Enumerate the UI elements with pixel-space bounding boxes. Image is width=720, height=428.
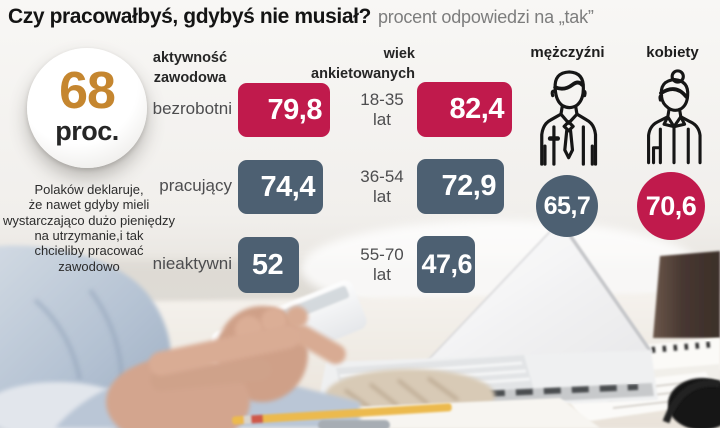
- overall-stat-badge: 68 proc.: [27, 48, 147, 168]
- photo-thumb: [292, 325, 346, 365]
- bar-value: 74,4: [260, 170, 316, 203]
- bar-label-nieaktywni: nieaktywni: [152, 254, 232, 273]
- overall-stat-unit: proc.: [55, 115, 119, 146]
- bar-label-bezrobotni: bezrobotni: [152, 99, 232, 118]
- photo-sleeve-folds: [33, 288, 125, 381]
- header: Czy pracowałbyś, gdybyś nie musiał? proce…: [8, 5, 594, 29]
- photo-finger: [150, 358, 272, 392]
- photo-laptop-lid-edge: [558, 220, 653, 353]
- women-value: 70,6: [645, 190, 697, 221]
- column-header-age: wiek ankietowanych: [311, 46, 415, 82]
- bar-nieaktywni: 52: [238, 237, 299, 293]
- gender-header-women: kobiety: [646, 44, 699, 61]
- woman-icon: [647, 69, 702, 165]
- bar-label-55-70: 55-70 lat: [360, 245, 404, 284]
- bar-value: 47,6: [421, 249, 472, 279]
- bar-18-35: 82,4: [417, 82, 512, 137]
- man-icon: [540, 70, 598, 166]
- page-subtitle: procent odpowiedzi na „tak”: [377, 7, 594, 27]
- bar-label-36-54: 36-54 lat: [360, 167, 404, 206]
- women-value-badge: 70,6: [637, 172, 705, 240]
- photo-pencil-yellow: [232, 403, 452, 425]
- men-value-badge: 65,7: [536, 175, 598, 237]
- bar-value: 52: [251, 248, 284, 281]
- photo-coffee-cup: [653, 251, 720, 338]
- bar-36-54: 72,9: [417, 159, 504, 214]
- photo-knuckle: [286, 306, 308, 328]
- bar-label-pracujacy: pracujący: [159, 176, 232, 195]
- bar-55-70: 47,6: [417, 236, 475, 293]
- overall-stat-description: Polaków deklaruje, że nawet gdyby mieli …: [3, 182, 175, 274]
- photo-knit-texture: [344, 376, 459, 410]
- gender-header-men: mężczyźni: [530, 44, 605, 61]
- page-title: Czy pracowałbyś, gdybyś nie musiał?: [8, 5, 371, 28]
- bar-value: 72,9: [441, 170, 497, 202]
- photo-headphones-band: [662, 379, 720, 424]
- photo-headphones: [668, 378, 720, 428]
- photo-index-finger: [149, 324, 301, 376]
- photo-desk-object: [318, 420, 390, 428]
- bar-value: 82,4: [449, 93, 505, 125]
- column-header-activity: aktywność zawodowa: [152, 50, 228, 86]
- bar-bezrobotni: 79,8: [238, 83, 330, 137]
- bar-label-18-35: 18-35 lat: [360, 90, 404, 129]
- men-value: 65,7: [543, 191, 591, 220]
- bar-value: 79,8: [267, 93, 323, 126]
- overall-stat-value: 68: [59, 62, 116, 121]
- bar-pracujacy: 74,4: [238, 160, 323, 214]
